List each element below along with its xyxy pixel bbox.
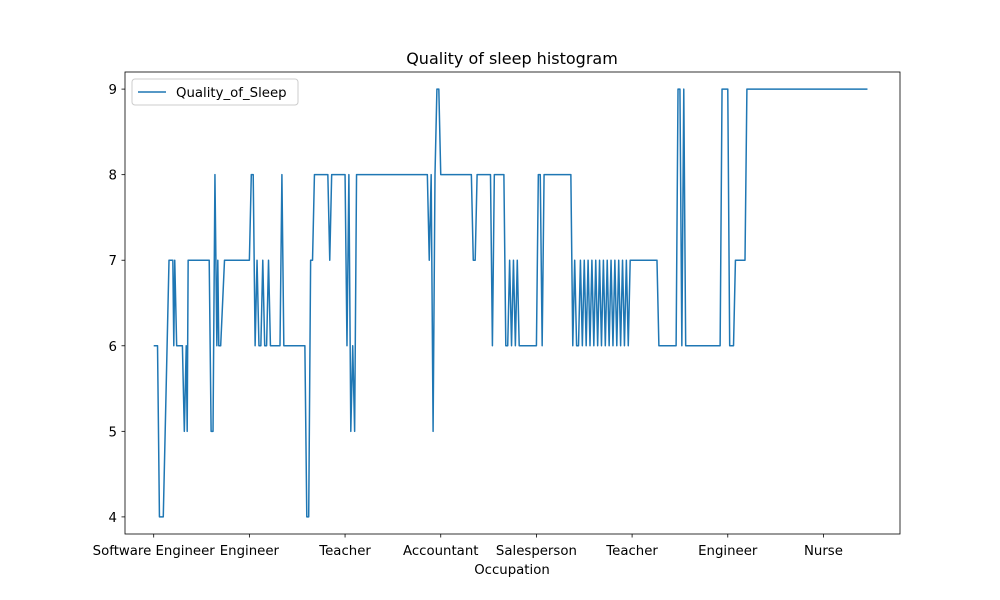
legend-box bbox=[131, 78, 299, 106]
y-axis: 4 5 6 7 8 9 bbox=[109, 83, 125, 526]
y-tick-label: 4 bbox=[109, 511, 117, 526]
y-tick-label: 7 bbox=[109, 254, 117, 269]
y-tick-label: 6 bbox=[109, 340, 117, 355]
x-tick-label: Teacher bbox=[318, 544, 371, 559]
x-tick-label: Nurse bbox=[804, 544, 843, 559]
x-tick-label: Salesperson bbox=[496, 544, 577, 559]
series-line-quality-of-sleep bbox=[153, 88, 868, 518]
legend: Quality_of_Sleep bbox=[131, 78, 299, 106]
legend-entry-label: Quality_of_Sleep bbox=[176, 86, 287, 101]
y-tick-label: 9 bbox=[109, 83, 117, 98]
x-tick-label: Software Engineer bbox=[93, 544, 216, 559]
x-tick-label: Teacher bbox=[605, 544, 658, 559]
x-tick-label: Engineer bbox=[698, 544, 758, 559]
x-tick-label: Engineer bbox=[220, 544, 280, 559]
plot-frame bbox=[124, 71, 901, 535]
x-axis: Software Engineer Engineer Teacher Accounta… bbox=[93, 534, 843, 559]
x-axis-label: Occupation bbox=[474, 563, 550, 578]
chart-title: Quality of sleep histogram bbox=[406, 49, 618, 68]
y-tick-label: 8 bbox=[109, 169, 117, 184]
x-tick-label: Accountant bbox=[403, 544, 478, 559]
y-tick-label: 5 bbox=[109, 425, 117, 440]
